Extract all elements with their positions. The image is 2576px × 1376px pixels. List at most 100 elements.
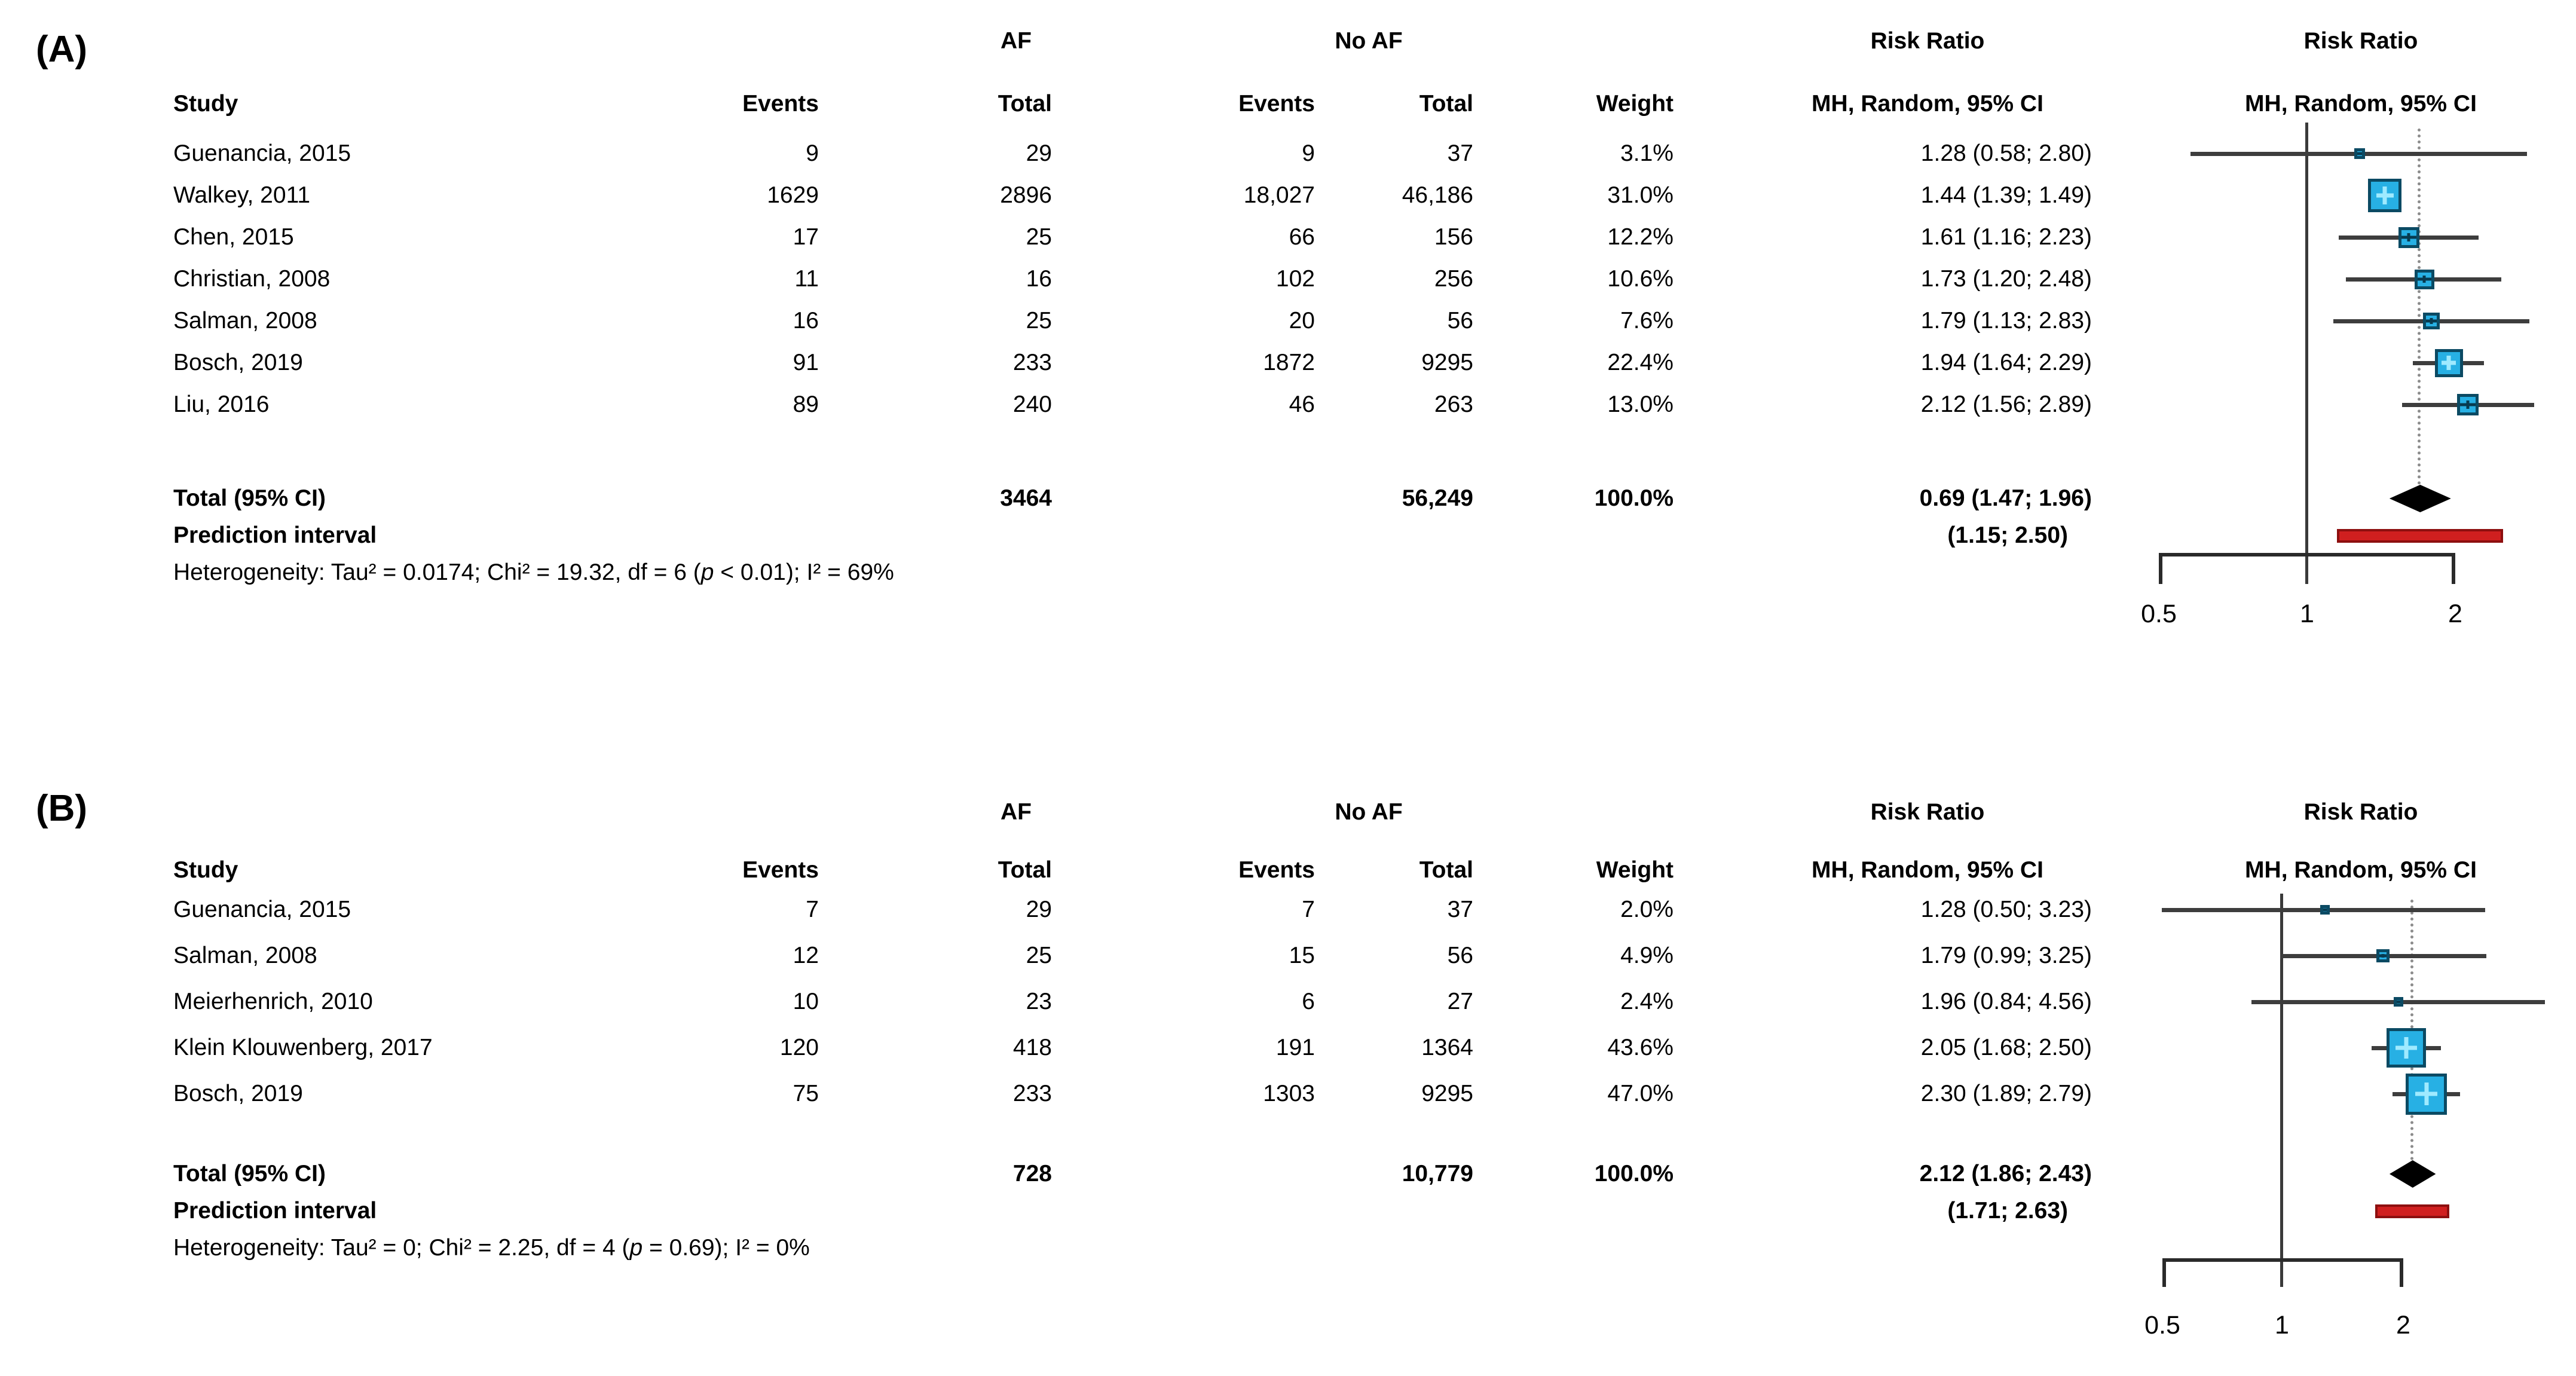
- square-tick-icon: [2381, 953, 2385, 958]
- risk-ratio-ci: 1.44 (1.39; 1.49): [1920, 182, 2092, 208]
- af-total: 16: [1026, 266, 1052, 292]
- total-row-label: Total (95% CI): [173, 1161, 326, 1187]
- weight: 22.4%: [1607, 350, 1674, 375]
- noaf-total: 56: [1447, 308, 1473, 334]
- risk-ratio-ci: 1.96 (0.84; 4.56): [1920, 989, 2092, 1014]
- noaf-events: 15: [1289, 943, 1315, 968]
- noaf-events: 191: [1275, 1035, 1315, 1060]
- noaf-total: 37: [1447, 897, 1473, 922]
- heterogeneity-p-italic: p: [629, 1235, 643, 1261]
- heterogeneity-text: Heterogeneity: Tau² = 0; Chi² = 2.25, df…: [173, 1234, 810, 1262]
- af-events: 91: [793, 350, 819, 375]
- risk-ratio-ci: 1.61 (1.16; 2.23): [1920, 224, 2092, 250]
- study-name: Chen, 2015: [173, 224, 294, 250]
- pooled-diamond: [2389, 1160, 2436, 1188]
- square-plus-icon: [2446, 356, 2451, 370]
- noaf-total: 56: [1447, 943, 1473, 968]
- total-weight: 100.0%: [1594, 485, 1674, 511]
- null-effect-line: [2305, 123, 2308, 584]
- estimate-square: [2320, 905, 2330, 915]
- col-header-mh-ci-text: MH, Random, 95% CI: [1812, 857, 2043, 883]
- square-tick-icon: [2358, 152, 2361, 155]
- col-header-mh-ci-text: MH, Random, 95% CI: [1812, 91, 2043, 117]
- total-noaf-total: 10,779: [1402, 1161, 1473, 1187]
- estimate-square: [2394, 997, 2404, 1007]
- square-tick-icon: [2397, 1001, 2400, 1003]
- study-name: Walkey, 2011: [173, 182, 311, 208]
- pooled-dashed-line: [2418, 129, 2421, 485]
- col-header-noaf-total: Total: [1419, 857, 1473, 883]
- af-total: 25: [1026, 943, 1052, 968]
- col-header-mh-ci-plot: MH, Random, 95% CI: [2245, 857, 2477, 883]
- col-header-af-total: Total: [998, 857, 1052, 883]
- af-events: 10: [793, 989, 819, 1014]
- col-header-af-events: Events: [742, 857, 819, 883]
- panel-b-label: (B): [36, 788, 88, 829]
- axis-tick-label: 1: [2300, 600, 2314, 628]
- axis-tick-label: 2: [2396, 1311, 2410, 1340]
- af-total: 418: [1012, 1035, 1052, 1060]
- weight: 3.1%: [1620, 140, 1674, 166]
- axis-tick-label: 0.5: [2144, 1311, 2180, 1340]
- total-af-total: 3464: [1000, 485, 1052, 511]
- total-noaf-total: 56,249: [1402, 485, 1473, 511]
- risk-ratio-ci: 1.28 (0.50; 3.23): [1920, 897, 2092, 922]
- noaf-total: 256: [1434, 266, 1473, 292]
- col-header-study: Study: [173, 857, 238, 883]
- group-header-risk-ratio-text: Risk Ratio: [1870, 28, 1985, 54]
- weight: 43.6%: [1607, 1035, 1674, 1060]
- weight: 10.6%: [1607, 266, 1674, 292]
- weight: 47.0%: [1607, 1081, 1674, 1106]
- col-header-noaf-total: Total: [1419, 91, 1473, 117]
- af-total: 233: [1012, 350, 1052, 375]
- estimate-square: [2387, 1028, 2427, 1068]
- prediction-interval-bar: [2337, 528, 2503, 543]
- study-name: Liu, 2016: [173, 392, 270, 417]
- weight: 13.0%: [1607, 392, 1674, 417]
- null-effect-line: [2280, 894, 2283, 1287]
- col-header-noaf-events: Events: [1238, 857, 1315, 883]
- square-tick-icon: [2466, 400, 2470, 409]
- af-total: 29: [1026, 140, 1052, 166]
- risk-ratio-ci: 2.30 (1.89; 2.79): [1920, 1081, 2092, 1106]
- study-name: Guenancia, 2015: [173, 897, 351, 922]
- noaf-total: 9295: [1421, 1081, 1473, 1106]
- af-total: 23: [1026, 989, 1052, 1014]
- square-plus-icon: [2382, 186, 2387, 204]
- noaf-events: 18,027: [1243, 182, 1315, 208]
- panel-a-label: (A): [36, 29, 88, 70]
- prediction-interval-label: Prediction interval: [173, 522, 377, 548]
- heterogeneity-pre: Heterogeneity: Tau² = 0.0174; Chi² = 19.…: [173, 559, 701, 585]
- af-events: 89: [793, 392, 819, 417]
- estimate-square: [2398, 227, 2419, 248]
- weight: 2.4%: [1620, 989, 1674, 1014]
- col-header-af-events: Events: [742, 91, 819, 117]
- af-total: 29: [1026, 897, 1052, 922]
- af-events: 75: [793, 1081, 819, 1106]
- col-header-mh-ci-plot: MH, Random, 95% CI: [2245, 91, 2477, 117]
- heterogeneity-p-italic: p: [700, 559, 714, 585]
- af-events: 1629: [767, 182, 819, 208]
- prediction-interval-label: Prediction interval: [173, 1198, 377, 1224]
- estimate-square: [2406, 1073, 2447, 1115]
- estimate-square: [2376, 949, 2390, 962]
- prediction-interval-bar: [2375, 1204, 2450, 1218]
- noaf-total: 27: [1447, 989, 1473, 1014]
- square-plus-icon: [2404, 1037, 2409, 1059]
- prediction-interval-value: (1.71; 2.63): [1947, 1198, 2068, 1224]
- estimate-square: [2368, 179, 2402, 212]
- af-events: 17: [793, 224, 819, 250]
- weight: 2.0%: [1620, 897, 1674, 922]
- weight: 4.9%: [1620, 943, 1674, 968]
- heterogeneity-post: < 0.01); I² = 69%: [714, 559, 894, 585]
- af-total: 240: [1012, 392, 1052, 417]
- heterogeneity-pre: Heterogeneity: Tau² = 0; Chi² = 2.25, df…: [173, 1235, 630, 1261]
- risk-ratio-ci: 1.73 (1.20; 2.48): [1920, 266, 2092, 292]
- heterogeneity-text: Heterogeneity: Tau² = 0.0174; Chi² = 19.…: [173, 558, 894, 587]
- risk-ratio-ci: 2.05 (1.68; 2.50): [1920, 1035, 2092, 1060]
- study-name: Guenancia, 2015: [173, 140, 351, 166]
- noaf-events: 1872: [1263, 350, 1315, 375]
- square-plus-icon: [2424, 1083, 2429, 1105]
- col-header-study: Study: [173, 91, 238, 117]
